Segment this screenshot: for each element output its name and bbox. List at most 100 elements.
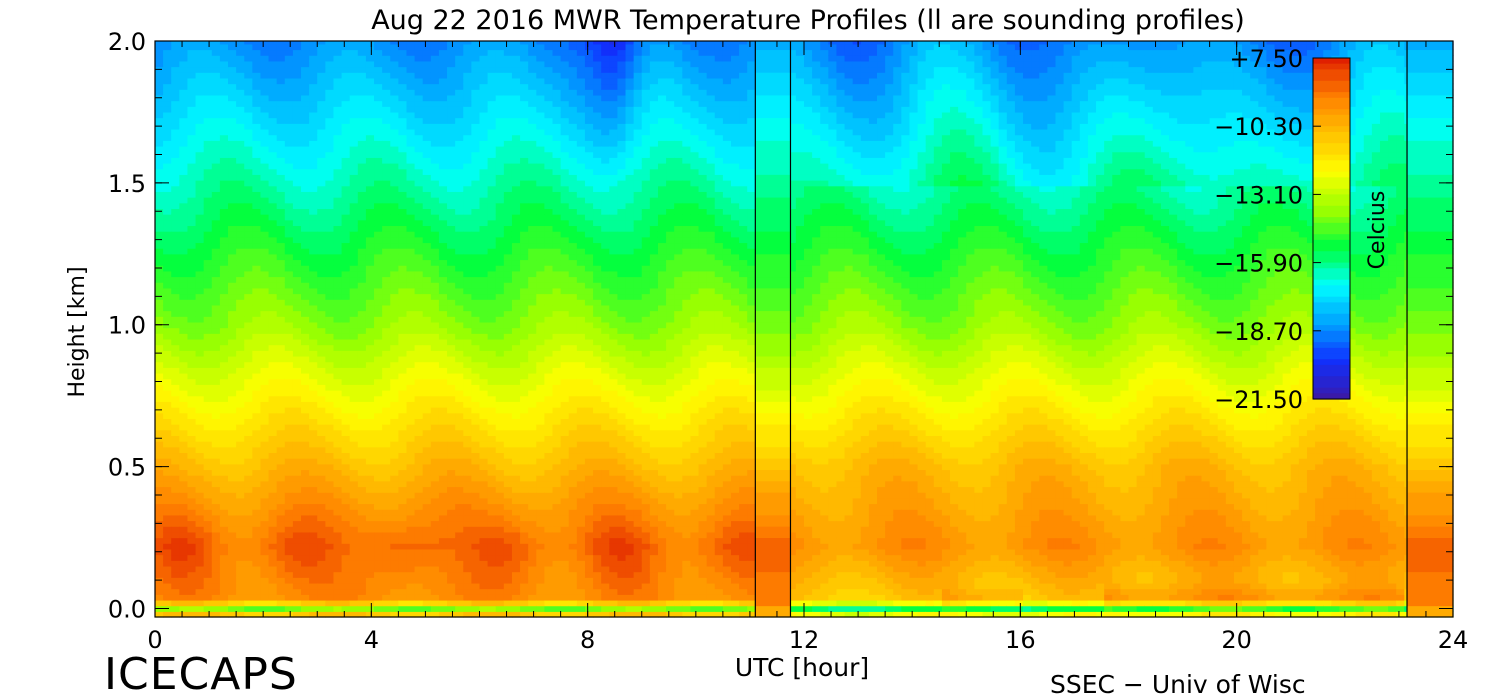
heatmap-cell <box>398 197 408 204</box>
heatmap-cell <box>203 458 213 465</box>
heatmap-cell <box>503 424 513 431</box>
heatmap-cell <box>422 548 432 556</box>
heatmap-cell <box>511 163 521 170</box>
heatmap-cell <box>228 441 237 448</box>
heatmap-cell <box>260 100 270 107</box>
heatmap-cell <box>357 599 367 607</box>
heatmap-cell <box>536 293 545 300</box>
heatmap-cell <box>219 134 229 141</box>
heatmap-cell <box>487 299 497 306</box>
heatmap-cell <box>195 560 205 567</box>
heatmap-cell <box>211 270 221 278</box>
heatmap-cell <box>317 236 326 244</box>
heatmap-cell <box>317 582 326 590</box>
heatmap-cell <box>544 338 554 346</box>
heatmap-cell <box>163 242 172 249</box>
heatmap-cell <box>276 350 286 357</box>
heatmap-cell <box>211 361 221 368</box>
heatmap-cell <box>179 395 189 402</box>
heatmap-cell <box>284 185 294 192</box>
heatmap-cell <box>203 248 213 255</box>
heatmap-cell <box>520 350 529 357</box>
heatmap-cell <box>463 43 472 51</box>
heatmap-cell <box>406 197 416 204</box>
heatmap-cell <box>455 214 464 221</box>
heatmap-cell <box>430 66 440 73</box>
heatmap-cell <box>511 378 521 385</box>
heatmap-cell <box>195 310 205 317</box>
heatmap-cell <box>398 429 408 436</box>
heatmap-cell <box>333 242 343 249</box>
heatmap-cell <box>268 77 278 85</box>
heatmap-cell <box>430 520 440 527</box>
heatmap-cell <box>309 60 318 68</box>
heatmap-cell <box>536 231 545 238</box>
heatmap-cell <box>179 270 189 278</box>
heatmap-cell <box>471 611 481 618</box>
heatmap-cell <box>228 299 237 306</box>
heatmap-cell <box>309 526 318 533</box>
heatmap-cell <box>268 128 278 136</box>
heatmap-cell <box>252 565 262 573</box>
heatmap-cell <box>357 407 367 414</box>
heatmap-cell <box>536 163 545 170</box>
heatmap-cell <box>260 282 270 289</box>
heatmap-cell <box>414 605 424 612</box>
heatmap-cell <box>430 253 440 261</box>
heatmap-cell <box>406 560 416 567</box>
heatmap-cell <box>187 480 197 488</box>
heatmap-cell <box>414 157 424 164</box>
heatmap-cell <box>374 350 383 357</box>
heatmap-cell <box>536 378 545 385</box>
heatmap-cell <box>503 293 513 300</box>
heatmap-cell <box>171 219 180 227</box>
heatmap-cell <box>268 526 278 533</box>
heatmap-cell <box>536 145 545 153</box>
heatmap-cell <box>284 100 294 107</box>
heatmap-cell <box>317 231 326 238</box>
heatmap-cell <box>511 407 521 414</box>
heatmap-cell <box>276 509 286 516</box>
heatmap-cell <box>317 72 326 79</box>
heatmap-cell <box>463 140 472 147</box>
heatmap-cell <box>495 145 505 153</box>
heatmap-cell <box>365 384 375 391</box>
heatmap-cell <box>292 588 302 595</box>
heatmap-cell <box>447 338 456 346</box>
heatmap-cell <box>544 384 554 391</box>
heatmap-cell <box>155 270 164 278</box>
heatmap-cell <box>219 475 229 482</box>
heatmap-cell <box>325 424 335 431</box>
heatmap-cell <box>276 378 286 385</box>
heatmap-cell <box>341 486 351 493</box>
heatmap-cell <box>244 151 253 158</box>
heatmap-cell <box>317 66 326 73</box>
heatmap-cell <box>211 395 221 402</box>
heatmap-cell <box>463 89 472 96</box>
heatmap-cell <box>236 77 245 85</box>
heatmap-cell <box>528 191 537 198</box>
heatmap-cell <box>398 253 408 261</box>
heatmap-cell <box>528 94 537 102</box>
heatmap-cell <box>365 611 375 618</box>
heatmap-cell <box>333 174 343 181</box>
heatmap-cell <box>382 214 391 221</box>
heatmap-cell <box>211 259 221 266</box>
heatmap-cell <box>365 463 375 471</box>
heatmap-cell <box>422 123 432 130</box>
heatmap-cell <box>244 605 253 612</box>
heatmap-cell <box>438 55 448 62</box>
heatmap-cell <box>365 202 375 209</box>
heatmap-cell <box>195 43 205 51</box>
heatmap-cell <box>228 372 237 380</box>
heatmap-cell <box>268 66 278 73</box>
heatmap-cell <box>528 72 537 79</box>
heatmap-cell <box>357 355 367 363</box>
heatmap-cell <box>219 407 229 414</box>
heatmap-cell <box>520 446 529 454</box>
heatmap-cell <box>430 94 440 102</box>
heatmap-cell <box>398 214 408 221</box>
heatmap-cell <box>463 202 472 209</box>
heatmap-cell <box>479 492 489 499</box>
heatmap-cell <box>544 441 554 448</box>
